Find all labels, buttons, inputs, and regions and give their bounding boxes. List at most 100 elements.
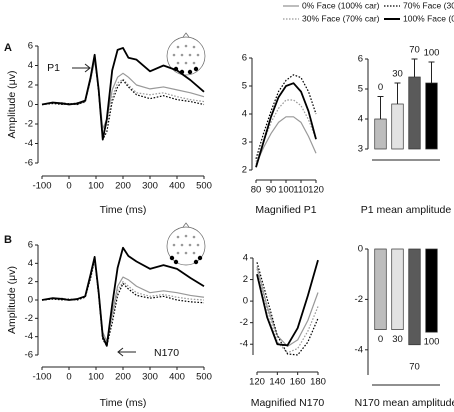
x-tick-label: 120 [308,185,324,196]
y-tick-label: -4 [355,344,363,355]
category-label: 70 [409,361,420,372]
x-tick-label: -100 [32,181,51,192]
bar [408,248,421,346]
y-tick-label: 6 [242,53,247,64]
y-tick-label: 4 [358,114,363,125]
annotation: N170 [154,347,179,359]
line-series [256,262,319,356]
y-tick-label: 0 [358,244,363,255]
x-tick-label: 400 [169,372,185,383]
x-tick-label: -100 [32,372,51,383]
error-bar [411,58,418,77]
bar [425,248,438,333]
x-tick-label: 0 [66,372,71,383]
y-tick-label: 3 [242,137,247,148]
y-tick-label: -2 [25,313,33,324]
x-axis-title: Time (ms) [100,397,147,409]
x-tick-label: 300 [142,372,158,383]
y-tick-label: 2 [242,165,247,176]
y-tick-label: -4 [25,138,33,149]
category-label: 100 [424,337,440,348]
x-tick-label: 300 [142,181,158,192]
bar [374,118,387,150]
line-series [41,246,205,347]
y-tick-label: 0 [28,99,33,110]
category-label: 70 [409,45,420,56]
line-series [41,258,205,347]
y-tick-label: 4 [243,253,248,264]
y-tick-label: 4 [28,60,33,71]
x-tick-label: 160 [290,377,306,388]
line-series [41,58,205,135]
x-axis-title: Magnified P1 [255,204,316,216]
x-tick-label: 400 [169,181,185,192]
error-bar [428,61,435,83]
panel-label: B [4,234,12,246]
x-tick-label: 100 [88,372,104,383]
x-tick-label: 140 [269,377,285,388]
x-tick-label: 0 [66,181,71,192]
legend-label: 100% Face (0% car) [403,13,454,23]
y-tick-label: -2 [25,119,33,130]
category-label: 30 [392,334,403,345]
y-tick-label: 5 [358,84,363,95]
arrow [117,347,136,357]
x-tick-label: 500 [196,181,212,192]
x-tick-label: 90 [266,185,277,196]
x-axis-title: Magnified N170 [251,397,325,409]
annotation: P1 [47,62,60,74]
error-bar [394,82,401,104]
legend-label: 70% Face (30% car) [403,0,454,10]
bar [425,82,438,150]
y-tick-label: -6 [25,350,33,361]
head-icon [166,32,206,266]
y-tick-label: 0 [28,295,33,306]
line-series [256,259,319,347]
bar [391,103,404,150]
y-tick-label: 4 [28,258,33,269]
y-tick-label: 6 [28,240,33,251]
category-label: 100 [424,48,440,59]
y-tick-label: 3 [358,144,363,155]
y-tick-label: 2 [28,80,33,91]
x-axis-title: Time (ms) [100,204,147,216]
line-series [41,47,205,141]
line-series [41,259,205,345]
line-series [255,116,317,165]
y-tick-label: 2 [243,274,248,285]
x-tick-label: 180 [310,377,326,388]
bar [374,248,387,330]
y-tick-label: 4 [242,109,247,120]
x-axis-title: N170 mean amplitude [355,397,454,409]
y-tick-label: -2 [240,317,248,328]
y-tick-label: 2 [28,276,33,287]
x-tick-label: 80 [251,185,262,196]
arrow [72,63,91,73]
legend-label: 30% Face (70% car) [302,13,380,23]
x-tick-label: 500 [196,372,212,383]
line-series [256,266,319,347]
x-tick-label: 200 [115,181,131,192]
y-tick-label: 6 [28,41,33,52]
category-label: 0 [378,334,383,345]
x-tick-label: 100 [278,185,294,196]
y-axis-title: Amplitude (μv) [6,71,18,139]
y-tick-label: -2 [355,294,363,305]
x-tick-label: 200 [115,372,131,383]
y-tick-label: -6 [25,158,33,169]
y-tick-label: 0 [243,296,248,307]
x-tick-label: 120 [249,377,265,388]
y-tick-label: -4 [25,331,33,342]
line-series [255,82,317,168]
y-tick-label: 6 [358,54,363,65]
category-label: 30 [392,69,403,80]
line-series [41,54,205,141]
error-bar [377,96,384,119]
x-tick-label: 100 [88,181,104,192]
y-axis-title: Amplitude (μv) [6,266,18,334]
y-tick-label: 5 [242,81,247,92]
bar [408,76,421,150]
y-tick-label: -4 [240,339,248,350]
category-label: 0 [378,82,383,93]
